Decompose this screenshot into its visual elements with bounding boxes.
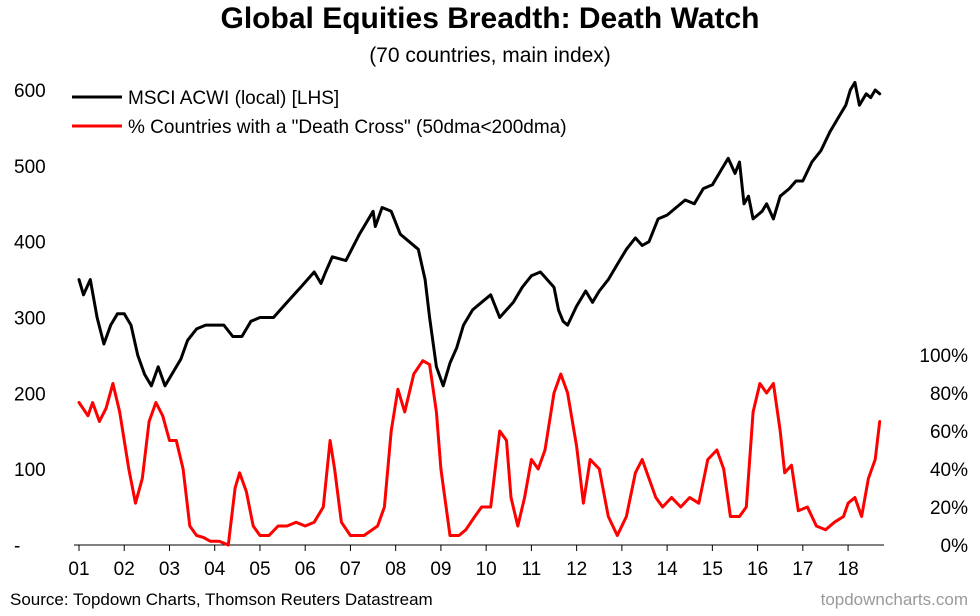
x-axis-ticks: 01 02 03 04 05 06 07 08 09 10 11 12 13 14 15 16 17 18 bbox=[68, 545, 859, 580]
brand-watermark: topdowncharts.com bbox=[820, 590, 968, 609]
x-tick-label: 01 bbox=[68, 559, 89, 580]
y-left-tick-label: 500 bbox=[14, 157, 46, 178]
left-axis-ticks: - 100 200 300 400 500 600 bbox=[14, 81, 46, 557]
right-axis-ticks: 0% 20% 40% 60% 80% 100% bbox=[919, 346, 968, 557]
y-left-tick-label: 600 bbox=[14, 81, 46, 102]
x-tick-label: 07 bbox=[340, 559, 361, 580]
line-chart: - 100 200 300 400 500 600 0% 20% 40% 60% 80% 100% 0… bbox=[14, 80, 968, 580]
chart-title: Global Equities Breadth: Death Watch bbox=[220, 2, 760, 35]
y-right-tick-label: 0% bbox=[941, 536, 969, 557]
y-left-tick-label: - bbox=[14, 536, 20, 557]
x-tick-label: 17 bbox=[792, 559, 813, 580]
x-tick-label: 11 bbox=[522, 559, 542, 580]
x-tick-label: 15 bbox=[702, 559, 723, 580]
chart-subtitle: (70 countries, main index) bbox=[369, 44, 611, 67]
series-line-death-cross bbox=[77, 359, 882, 547]
x-tick-label: 02 bbox=[114, 559, 135, 580]
y-left-tick-label: 100 bbox=[14, 460, 46, 481]
series-layer bbox=[77, 80, 882, 547]
y-left-tick-label: 400 bbox=[14, 233, 46, 254]
legend-label-death-cross: % Countries with a "Death Cross" (50dma<… bbox=[128, 117, 567, 138]
x-tick-label: 03 bbox=[159, 559, 180, 580]
series-line-acwi bbox=[77, 80, 882, 388]
y-left-tick-label: 300 bbox=[14, 309, 46, 330]
x-tick-label: 12 bbox=[566, 559, 587, 580]
x-tick-label: 06 bbox=[295, 559, 316, 580]
x-tick-label: 05 bbox=[249, 559, 270, 580]
legend-label-acwi: MSCI ACWI (local) [LHS] bbox=[128, 88, 339, 109]
x-tick-label: 13 bbox=[611, 559, 632, 580]
y-right-tick-label: 20% bbox=[930, 498, 968, 519]
y-right-tick-label: 40% bbox=[930, 460, 968, 481]
x-tick-label: 10 bbox=[476, 559, 497, 580]
y-right-tick-label: 100% bbox=[919, 346, 968, 367]
x-tick-label: 14 bbox=[657, 559, 679, 580]
y-right-tick-label: 60% bbox=[930, 422, 968, 443]
y-left-tick-label: 200 bbox=[14, 384, 46, 405]
x-tick-label: 04 bbox=[204, 559, 226, 580]
source-note: Source: Topdown Charts, Thomson Reuters … bbox=[10, 590, 433, 609]
x-tick-label: 09 bbox=[430, 559, 451, 580]
x-tick-label: 16 bbox=[747, 559, 768, 580]
y-right-tick-label: 80% bbox=[930, 384, 968, 405]
legend: MSCI ACWI (local) [LHS] % Countries with… bbox=[72, 88, 567, 138]
x-tick-label: 08 bbox=[385, 559, 406, 580]
x-tick-label: 18 bbox=[838, 559, 859, 580]
